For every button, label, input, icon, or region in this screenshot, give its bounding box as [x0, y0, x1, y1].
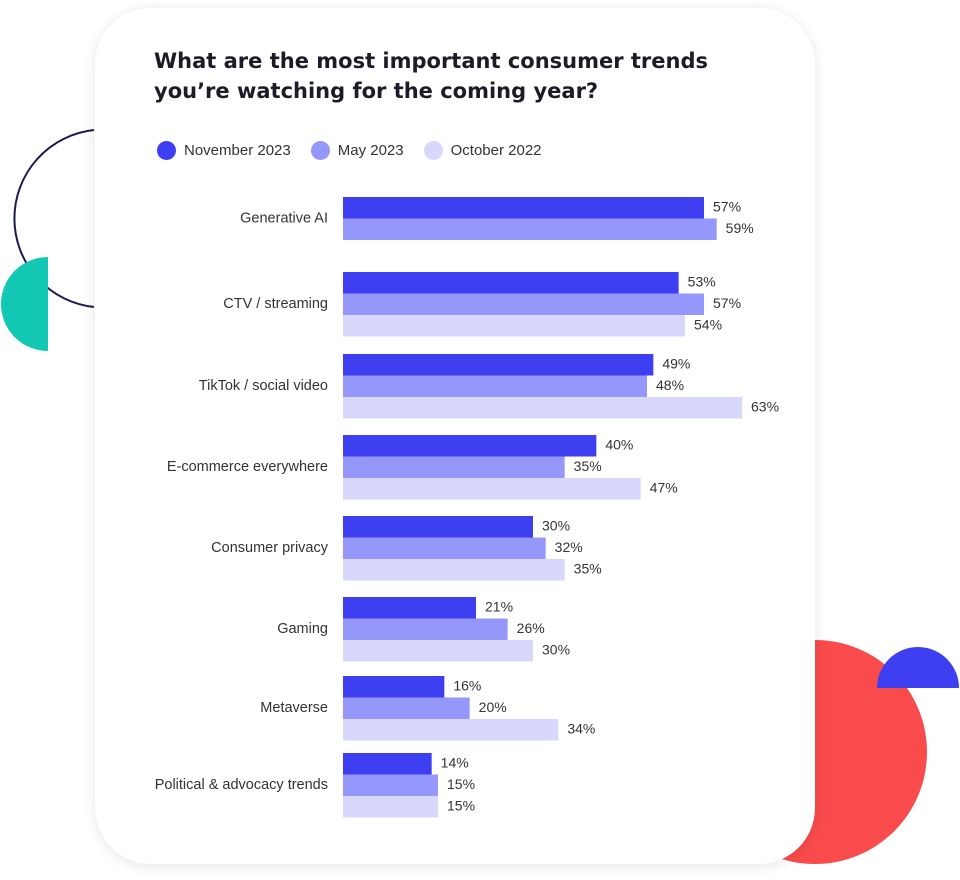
legend-swatch-may-2023: [310, 140, 330, 160]
value-label-generative-ai-may-2023: 59%: [726, 220, 754, 236]
value-label-tiktok-social-video-november-2023: 49%: [662, 355, 690, 371]
value-label-consumer-privacy-october-2022: 35%: [574, 560, 602, 576]
category-label-e-commerce-everywhere: E-commerce everywhere: [167, 459, 328, 475]
value-label-ctv-streaming-october-2022: 54%: [694, 316, 722, 332]
bar-ctv-streaming-october-2022: [343, 315, 685, 337]
bar-consumer-privacy-november-2023: [343, 516, 533, 538]
value-label-gaming-may-2023: 26%: [517, 620, 545, 636]
legend: November 2023 May 2023 October 2022: [157, 139, 562, 161]
value-label-political-advocacy-trends-october-2022: 15%: [447, 797, 475, 813]
bar-political-advocacy-trends-october-2022: [343, 796, 438, 818]
bar-consumer-privacy-may-2023: [343, 537, 546, 559]
bar-generative-ai-november-2023: [343, 197, 704, 219]
legend-swatch-november-2023: [157, 140, 176, 160]
legend-label-november-2023: November 2023: [184, 141, 291, 159]
bar-metaverse-october-2022: [343, 719, 559, 741]
value-label-tiktok-social-video-may-2023: 48%: [656, 377, 684, 393]
bar-political-advocacy-trends-november-2023: [343, 753, 432, 775]
bar-consumer-privacy-october-2022: [343, 559, 565, 581]
legend-swatch-october-2022: [423, 140, 443, 160]
value-label-e-commerce-everywhere-may-2023: 35%: [574, 458, 602, 474]
bar-tiktok-social-video-november-2023: [343, 354, 654, 376]
value-label-consumer-privacy-may-2023: 32%: [555, 539, 583, 555]
navy-arc-decoration: [13, 129, 95, 308]
decorative-shapes-left: [1, 129, 95, 351]
category-label-gaming: Gaming: [277, 621, 328, 637]
bar-generative-ai-may-2023: [343, 218, 717, 240]
legend-label-may-2023: May 2023: [337, 141, 404, 159]
value-label-ctv-streaming-november-2023: 53%: [688, 273, 716, 289]
bar-ctv-streaming-november-2023: [343, 272, 679, 294]
category-label-consumer-privacy: Consumer privacy: [211, 540, 329, 556]
bar-ctv-streaming-may-2023: [343, 293, 704, 315]
value-label-political-advocacy-trends-may-2023: 15%: [447, 776, 475, 792]
value-label-gaming-october-2022: 30%: [542, 641, 570, 657]
value-label-metaverse-november-2023: 16%: [453, 677, 481, 693]
legend-label-october-2022: October 2022: [450, 141, 542, 159]
bar-gaming-november-2023: [343, 597, 476, 619]
value-label-political-advocacy-trends-november-2023: 14%: [441, 754, 469, 770]
chart-title: What are the most important consumer tre…: [154, 49, 709, 103]
value-label-gaming-november-2023: 21%: [485, 598, 513, 614]
category-label-tiktok-social-video: TikTok / social video: [199, 378, 328, 394]
category-label-metaverse: Metaverse: [260, 700, 328, 716]
category-label-ctv-streaming: CTV / streaming: [223, 296, 328, 312]
value-label-e-commerce-everywhere-october-2022: 47%: [650, 479, 678, 495]
value-label-metaverse-october-2022: 34%: [567, 720, 595, 736]
bar-e-commerce-everywhere-october-2022: [343, 478, 641, 500]
bar-metaverse-may-2023: [343, 697, 470, 719]
bar-metaverse-november-2023: [343, 676, 445, 698]
bar-tiktok-social-video-october-2022: [343, 397, 742, 419]
bar-political-advocacy-trends-may-2023: [343, 774, 438, 796]
category-label-political-advocacy-trends: Political & advocacy trends: [155, 777, 328, 793]
value-label-ctv-streaming-may-2023: 57%: [713, 295, 741, 311]
bar-gaming-october-2022: [343, 640, 533, 662]
bar-gaming-may-2023: [343, 618, 508, 640]
value-label-consumer-privacy-november-2023: 30%: [542, 517, 570, 533]
value-label-generative-ai-november-2023: 57%: [713, 198, 741, 214]
blue-half-circle-decoration: [877, 647, 959, 688]
category-label-generative-ai: Generative AI: [240, 210, 328, 226]
teal-half-circle-decoration: [1, 257, 48, 351]
bar-tiktok-social-video-may-2023: [343, 375, 647, 397]
legend-item-may-2023: May 2023: [310, 140, 404, 160]
legend-item-november-2023: November 2023: [157, 140, 291, 160]
bar-e-commerce-everywhere-may-2023: [343, 456, 565, 478]
value-label-e-commerce-everywhere-november-2023: 40%: [605, 436, 633, 452]
legend-item-october-2022: October 2022: [423, 140, 542, 160]
bar-e-commerce-everywhere-november-2023: [343, 435, 597, 457]
value-label-metaverse-may-2023: 20%: [479, 699, 507, 715]
value-label-tiktok-social-video-october-2022: 63%: [751, 398, 779, 414]
